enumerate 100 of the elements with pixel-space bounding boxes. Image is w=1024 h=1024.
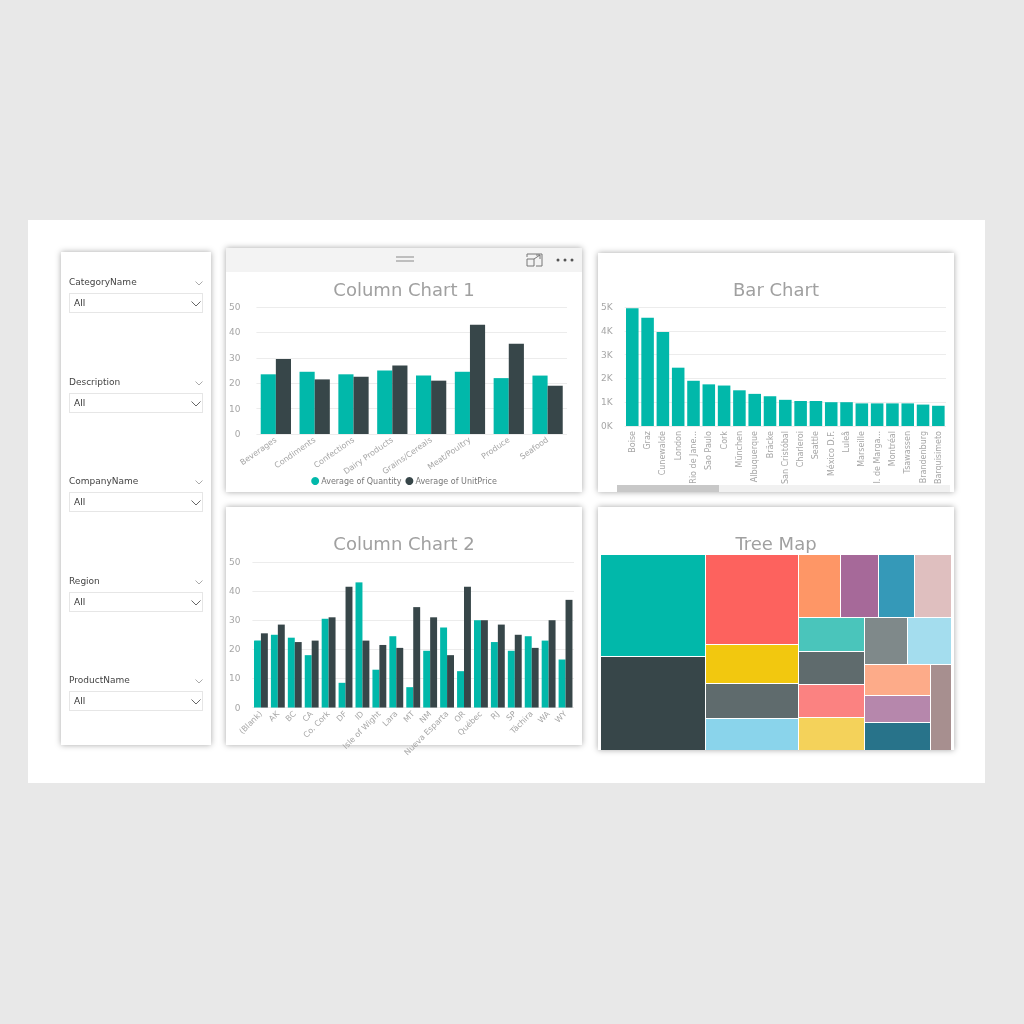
bar [558, 659, 566, 708]
bar [656, 331, 670, 426]
y-tick-label: 20 [229, 378, 241, 389]
legend-label: Average of UnitPrice [415, 476, 497, 486]
x-tick-label: Seattle [811, 430, 821, 460]
y-tick-label: 0K [600, 421, 614, 431]
dropdown: All [69, 691, 203, 711]
x-tick-label: Boise [627, 430, 637, 453]
bar [430, 617, 438, 708]
x-tick-label: Cork [719, 430, 729, 450]
x-tick-label: WY [553, 709, 569, 725]
bar [514, 634, 522, 708]
y-tick-label: 30 [229, 352, 241, 363]
x-tick-label: DF [334, 709, 349, 724]
bar [440, 627, 448, 708]
chart-title: Bar Chart [733, 278, 819, 300]
bar [377, 370, 393, 434]
bar [406, 687, 414, 708]
bar [548, 620, 556, 708]
bar [469, 324, 486, 434]
bar [294, 642, 302, 708]
bar [916, 404, 930, 426]
y-tick-label: 50 [229, 557, 241, 567]
y-tick-label: 10 [229, 673, 241, 684]
bar [338, 682, 346, 708]
bar [423, 650, 431, 708]
bar [277, 624, 285, 708]
y-tick-label: 50 [229, 302, 241, 312]
bar [524, 636, 532, 708]
y-tick-label: 5K [600, 302, 614, 312]
dropdown: All [69, 591, 203, 612]
y-tick-label: 4K [600, 325, 614, 336]
x-tick-label: London [673, 431, 683, 461]
bar [473, 620, 481, 708]
legend-label: Average of Quantity [321, 476, 402, 486]
bar [353, 376, 369, 434]
chart-title: Column Chart 1 [333, 278, 475, 300]
bar [687, 380, 700, 426]
x-tick-label: Barquisimeto [933, 430, 943, 485]
x-tick-label: ID [353, 709, 366, 722]
bar [321, 618, 329, 708]
bar [733, 390, 746, 426]
category-label: Region [69, 575, 100, 587]
bar [531, 647, 539, 708]
y-tick-label: 40 [229, 586, 241, 597]
x-tick-label: Cunewalde [658, 430, 668, 476]
y-tick-label: 0 [234, 429, 241, 439]
bar [372, 669, 380, 708]
bar [392, 365, 408, 434]
x-tick-label: Brandenburg [918, 431, 928, 484]
bar [855, 403, 869, 426]
x-tick-label: Graz [643, 431, 653, 450]
bar [497, 624, 505, 708]
y-tick-label: 40 [229, 327, 241, 338]
bar [901, 403, 915, 426]
bar [328, 617, 336, 708]
y-tick-label: 30 [229, 615, 241, 626]
x-tick-label: MT [401, 709, 417, 725]
bar [464, 586, 471, 708]
dropdown: All [69, 392, 203, 413]
bar [870, 403, 884, 426]
bar [275, 359, 291, 434]
bar [626, 308, 639, 426]
x-tick-label: RJ [489, 709, 502, 722]
bar [547, 385, 563, 434]
bar [809, 401, 823, 426]
bar [287, 637, 295, 708]
bar [416, 375, 432, 434]
x-tick-label: München [734, 431, 744, 468]
x-tick-label: Marseille [857, 430, 867, 467]
bar [299, 371, 315, 434]
bar [260, 374, 276, 434]
bar [447, 655, 455, 708]
bar [314, 379, 330, 434]
bar [532, 375, 548, 434]
x-tick-label: Montréal [886, 431, 897, 467]
x-tick-label: Albuquerque [750, 430, 760, 483]
bar [260, 633, 268, 708]
x-tick-label: Charleroi [796, 431, 806, 468]
category-label: ProductName [69, 675, 130, 686]
y-tick-label: 10 [229, 403, 241, 414]
bar [389, 636, 397, 708]
bar [794, 401, 807, 426]
bar [886, 403, 899, 426]
bar [493, 378, 509, 434]
x-tick-label: México D.F. [825, 431, 836, 477]
text: Tree Map [734, 532, 817, 554]
x-tick-label: Sao Paulo [704, 430, 714, 470]
bar [270, 634, 278, 708]
bar [311, 640, 319, 708]
x-tick-label: Luleå [841, 430, 852, 453]
y-tick-label: 3K [600, 349, 614, 360]
bar [480, 620, 488, 708]
bar [824, 402, 838, 426]
bar [840, 402, 853, 426]
bar [779, 399, 792, 426]
dropdown: All [69, 293, 203, 313]
x-tick-label: San Cristóbal [779, 431, 790, 485]
x-tick-label: Rio de Jane... [688, 431, 698, 484]
bar [413, 607, 421, 708]
